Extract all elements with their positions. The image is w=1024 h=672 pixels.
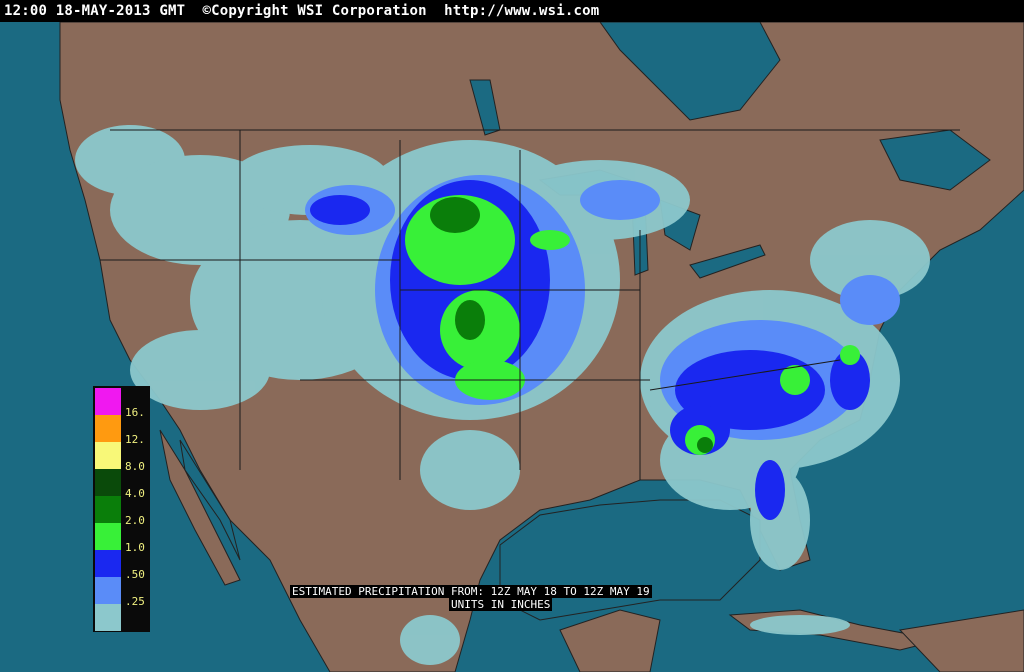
state-borders [100,129,960,480]
legend-swatch [95,442,121,469]
lake-erie-ontario [689,244,766,279]
legend-label: .25 [125,595,145,608]
map-canvas [59,22,1024,672]
legend-label: .50 [125,568,145,581]
caption-units: UNITS IN INCHES [449,598,553,611]
legend-swatch [95,604,121,631]
precip-extreme [430,197,713,453]
legend-swatch [95,550,121,577]
legend-label: 1.0 [125,541,145,554]
legend-label: 16. [125,406,145,419]
legend-label: 8.0 [125,460,145,473]
gulf-of-california [179,439,241,561]
baja-peninsula [159,429,241,586]
legend-swatch [95,469,121,496]
legend-swatch [95,523,121,550]
legend-label: 12. [125,433,145,446]
legend-swatch [95,388,121,415]
legend-swatch [95,415,121,442]
precip-legend: 16. 12. 8.0 4.0 2.0 1.0 .50 .25 [93,386,150,632]
gulf-of-st-lawrence [879,129,991,191]
legend-swatch [95,577,121,604]
yucatan [559,609,661,672]
hudson-bay [599,22,781,121]
legend-label: 2.0 [125,514,145,527]
header-bar: 12:00 18-MAY-2013 GMT ©Copyright WSI Cor… [0,0,1024,22]
caption-precip-period: ESTIMATED PRECIPITATION FROM: 12Z MAY 18… [290,585,652,598]
central-america [898,609,1024,672]
legend-label: 4.0 [125,487,145,500]
legend-swatch [95,496,121,523]
